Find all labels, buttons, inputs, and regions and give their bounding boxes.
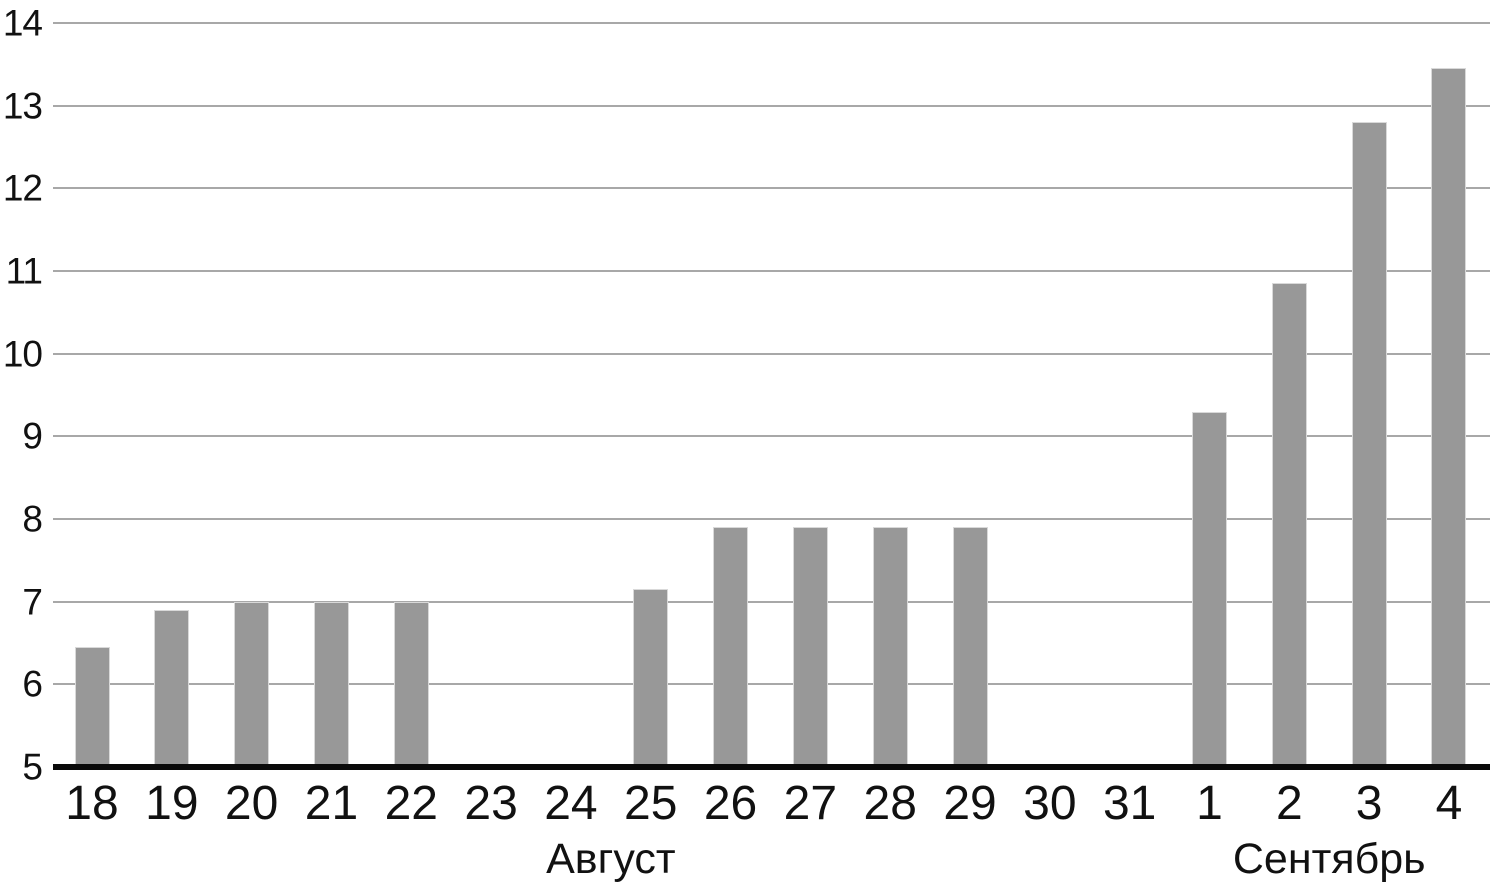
x-axis-tick-label: 28 [863, 777, 917, 830]
month-label: Август [546, 835, 676, 883]
x-axis-tick-label: 2 [1275, 777, 1303, 830]
bar [952, 527, 988, 767]
x-axis-line [53, 764, 1490, 770]
y-axis-tick-label: 10 [2, 333, 43, 375]
y-axis-tick-label: 5 [22, 746, 43, 788]
gridline [53, 270, 1490, 272]
gridline [53, 352, 1490, 355]
y-axis-tick-label: 12 [2, 167, 43, 209]
bar [1191, 411, 1227, 767]
bar [792, 527, 828, 767]
gridline [53, 518, 1490, 520]
x-axis-tick-label: 30 [1023, 777, 1077, 830]
gridline [53, 104, 1490, 107]
bar [872, 527, 908, 767]
bar [1271, 283, 1307, 767]
gridline [53, 187, 1490, 190]
bar [393, 601, 429, 767]
y-axis-tick-label: 7 [22, 581, 43, 623]
x-axis-tick-label: 1 [1196, 777, 1223, 830]
y-axis-tick-label: 8 [22, 498, 43, 540]
x-axis-tick-label: 27 [783, 777, 838, 830]
x-axis-tick-label: 25 [624, 777, 678, 830]
gridline [53, 683, 1490, 686]
gridline [53, 435, 1490, 438]
bar [234, 601, 270, 767]
x-axis-tick-label: 23 [464, 777, 518, 830]
y-axis-tick-label: 6 [22, 663, 43, 705]
x-axis-tick-label: 22 [384, 777, 438, 830]
y-axis-tick-label: 9 [22, 415, 43, 457]
x-axis-tick-label: 24 [544, 777, 598, 830]
bar [713, 527, 749, 767]
x-axis-tick-label: 3 [1355, 777, 1383, 830]
x-axis-tick-label: 19 [145, 777, 199, 830]
gridline [53, 22, 1490, 24]
x-axis-tick-label: 31 [1102, 777, 1157, 830]
x-axis-tick-label: 26 [703, 777, 758, 830]
y-axis-tick-label: 11 [5, 250, 43, 292]
bar [154, 609, 190, 767]
bar [74, 647, 110, 767]
bar [1351, 122, 1387, 767]
bar [633, 589, 669, 767]
bar [313, 601, 349, 767]
bar [1431, 68, 1467, 767]
x-axis-tick-label: 18 [65, 777, 119, 830]
y-axis-tick-label: 14 [2, 2, 43, 44]
x-axis-tick-label: 20 [224, 777, 279, 830]
x-axis-tick-label: 29 [943, 777, 997, 830]
x-axis-tick-label: 4 [1435, 777, 1463, 830]
y-axis-tick-label: 13 [2, 85, 43, 127]
month-label: Сентябрь [1232, 835, 1426, 883]
x-axis-tick-label: 21 [304, 777, 359, 830]
gridline [53, 600, 1490, 603]
